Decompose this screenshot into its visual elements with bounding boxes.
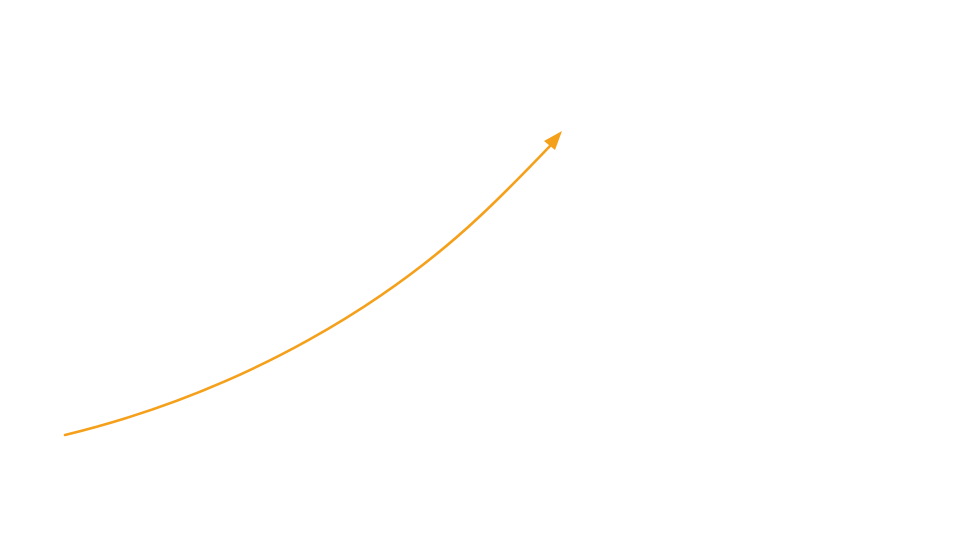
arrow-head — [544, 131, 562, 150]
curved-arrow-line — [63, 144, 552, 437]
